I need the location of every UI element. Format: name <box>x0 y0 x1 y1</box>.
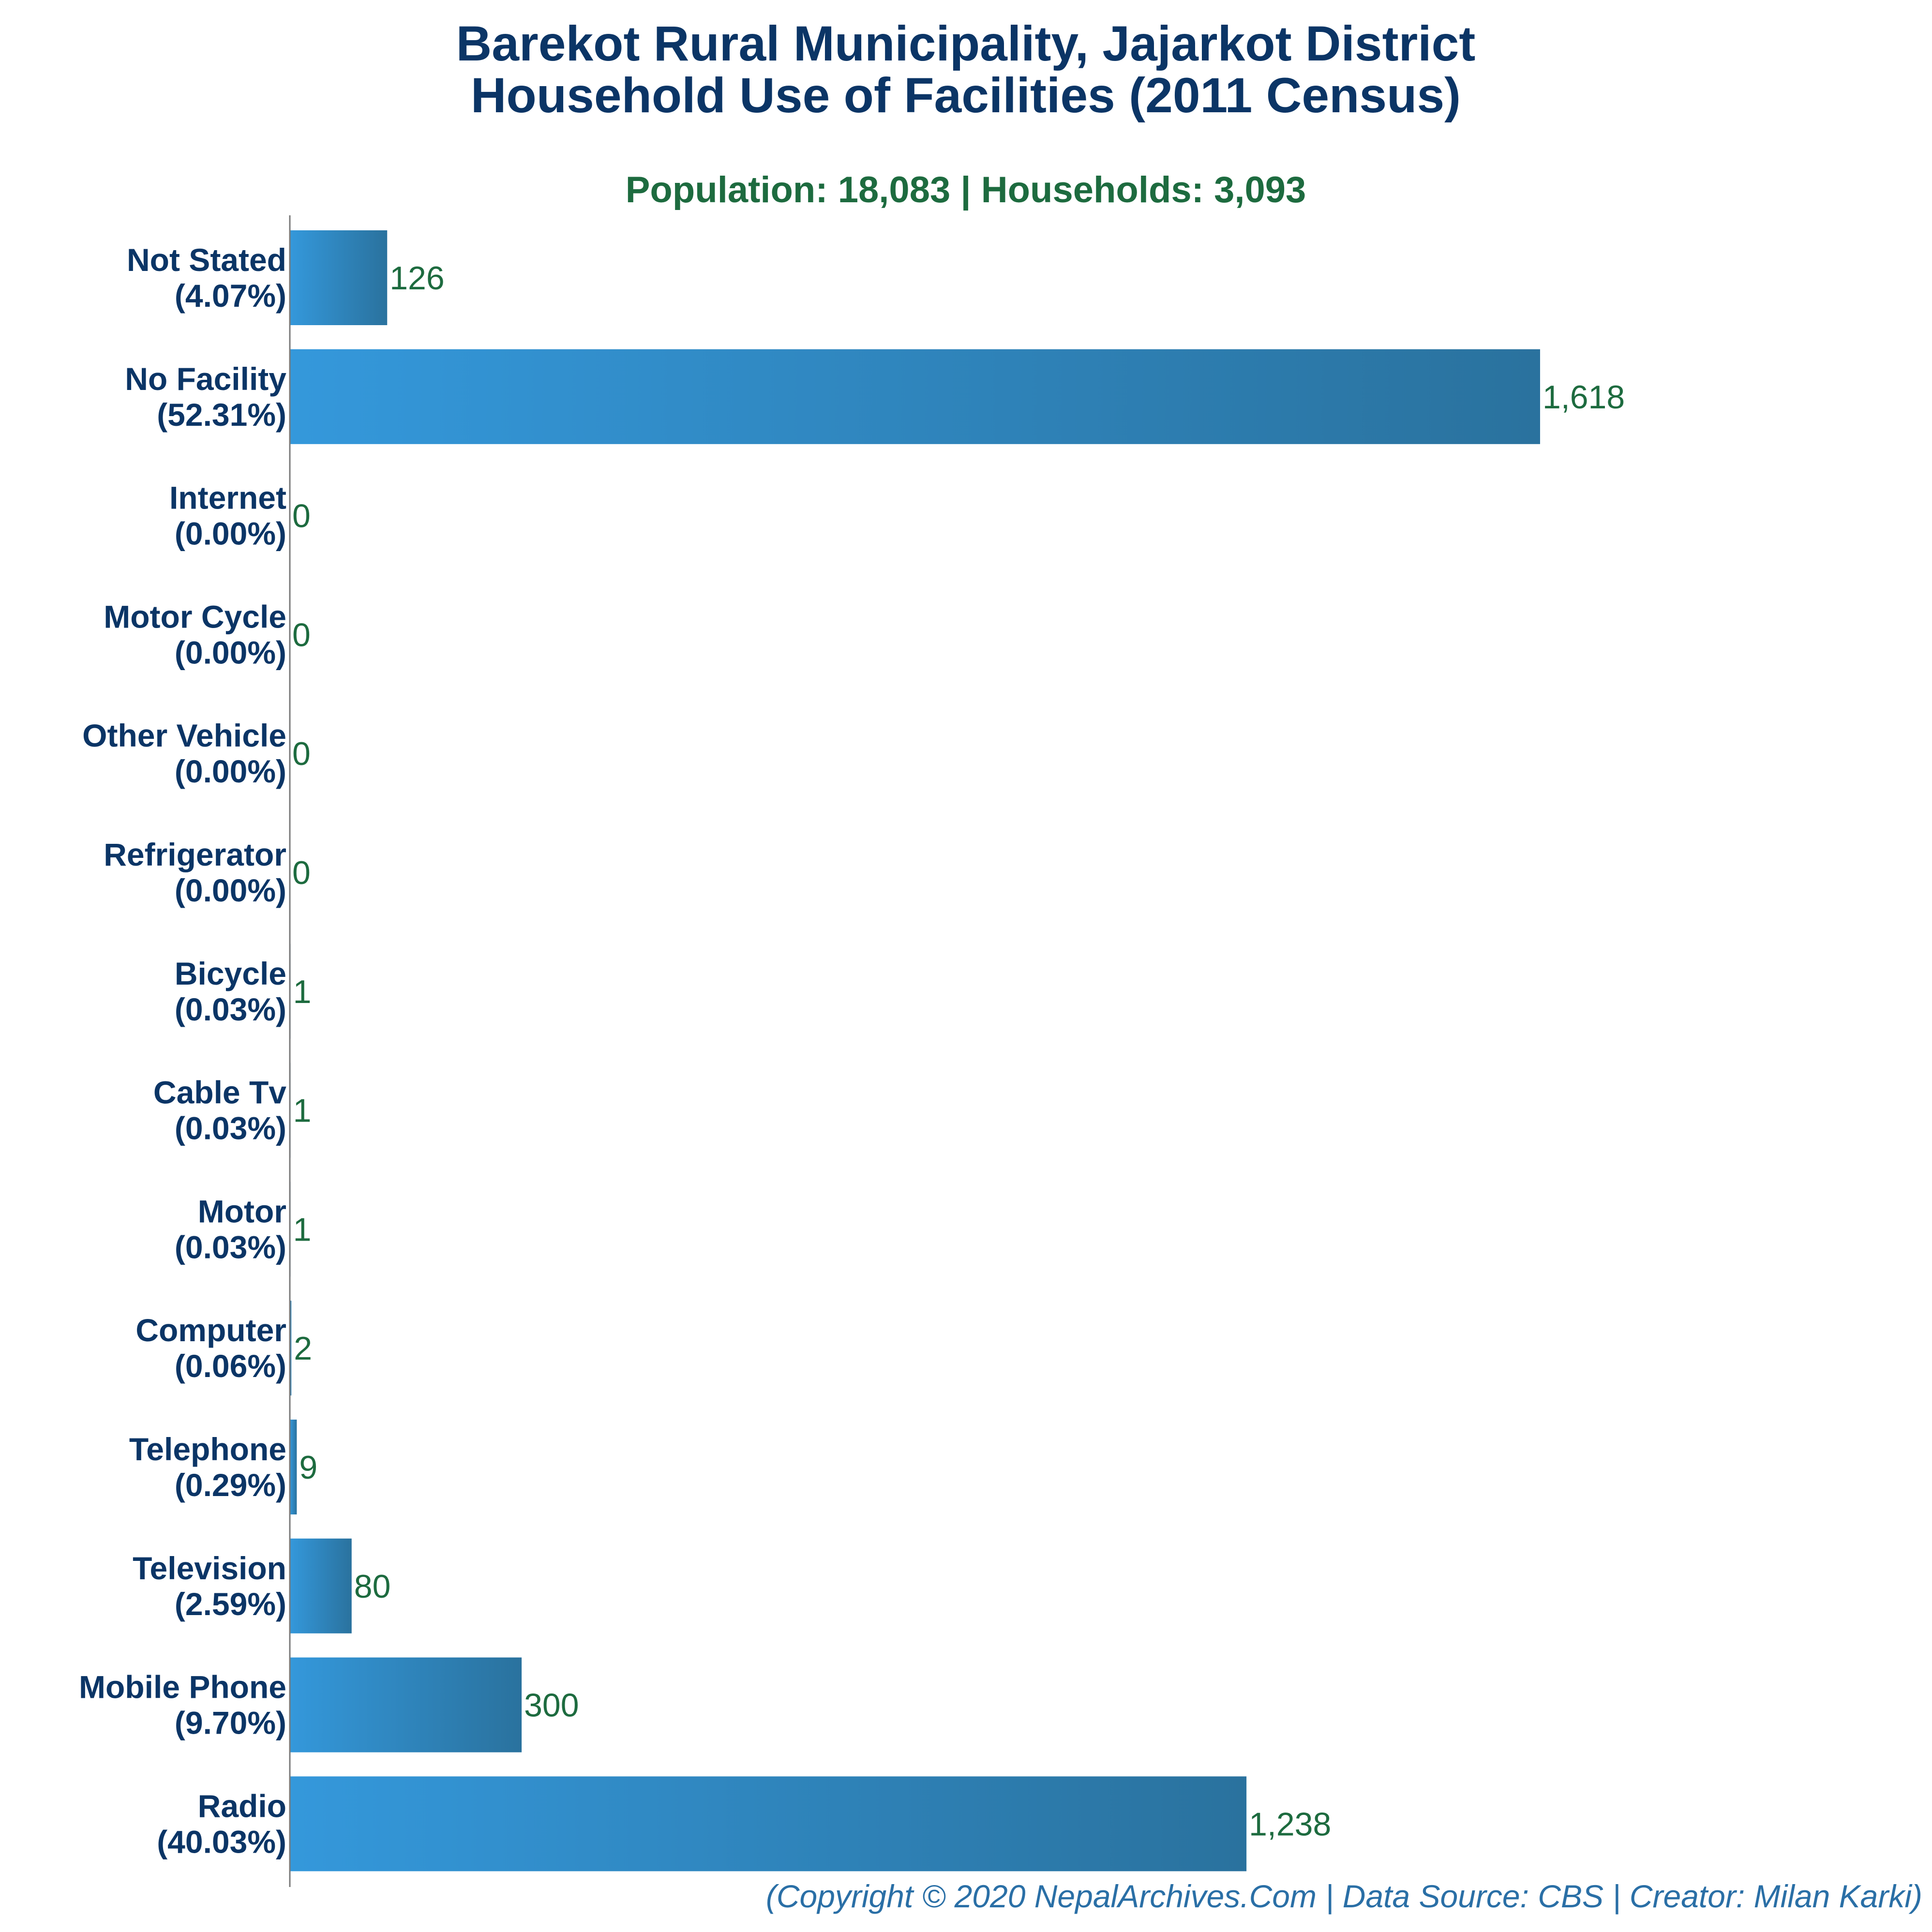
category-percentage-label: (52.31%) <box>157 397 286 433</box>
value-label: 0 <box>292 498 311 535</box>
chart-title: Barekot Rural Municipality, Jajarkot Dis… <box>456 16 1476 71</box>
value-label: 0 <box>292 854 311 891</box>
value-label: 0 <box>292 616 311 653</box>
bar-no-facility <box>290 349 1540 444</box>
value-label: 126 <box>389 260 444 297</box>
category-label: No Facility <box>125 361 286 397</box>
value-label: 9 <box>299 1449 317 1486</box>
category-label: Television <box>133 1550 286 1586</box>
category-label: Computer <box>135 1312 286 1348</box>
category-label: Motor Cycle <box>104 599 286 634</box>
bar-television <box>290 1538 352 1633</box>
category-labels: Not Stated(4.07%) No Facility(52.31%) Inte… <box>79 242 286 1859</box>
value-label: 2 <box>294 1330 312 1367</box>
category-percentage-label: (40.03%) <box>157 1824 286 1859</box>
bar-computer <box>290 1301 292 1396</box>
chart-subtitle: Population: 18,083 | Households: 3,093 <box>626 169 1306 211</box>
category-label: Refrigerator <box>104 837 286 872</box>
category-label: Radio <box>198 1788 286 1824</box>
category-percentage-label: (4.07%) <box>175 278 286 314</box>
value-label: 300 <box>524 1687 579 1724</box>
category-percentage-label: (0.29%) <box>175 1467 286 1503</box>
category-label: Mobile Phone <box>79 1669 286 1705</box>
value-label: 80 <box>354 1568 391 1605</box>
value-label: 0 <box>292 735 311 772</box>
value-label: 1 <box>293 1211 312 1248</box>
category-percentage-label: (0.00%) <box>175 516 286 552</box>
category-percentage-label: (0.00%) <box>175 753 286 789</box>
chart-title-line2: Household Use of Facilities (2011 Census… <box>471 68 1461 123</box>
category-label: Other Vehicle <box>82 718 286 753</box>
bar-telephone <box>290 1420 297 1514</box>
value-labels: 126 1,618 0 0 0 0 1 1 1 2 9 80 300 1,238 <box>292 260 1625 1842</box>
bar-not-stated <box>290 230 388 325</box>
category-label: Not Stated <box>127 242 286 278</box>
bar-radio <box>290 1776 1247 1872</box>
bar-mobile-phone <box>290 1657 522 1752</box>
category-percentage-label: (9.70%) <box>175 1705 286 1741</box>
category-percentage-label: (0.03%) <box>175 1229 286 1265</box>
category-percentage-label: (0.03%) <box>175 991 286 1027</box>
category-percentage-label: (0.03%) <box>175 1110 286 1146</box>
value-label: 1 <box>293 1093 312 1129</box>
chart-footer: (Copyright © 2020 NepalArchives.Com | Da… <box>766 1878 1922 1915</box>
category-percentage-label: (2.59%) <box>175 1586 286 1622</box>
category-percentage-label: (0.00%) <box>175 634 286 670</box>
bars-layer <box>290 230 1540 1872</box>
category-label: Cable Tv <box>153 1075 286 1110</box>
value-label: 1,618 <box>1543 379 1625 416</box>
category-percentage-label: (0.00%) <box>175 872 286 908</box>
category-label: Motor <box>198 1193 286 1229</box>
category-label: Internet <box>169 480 286 516</box>
value-label: 1 <box>293 973 312 1010</box>
category-label: Bicycle <box>175 956 286 991</box>
category-label: Telephone <box>129 1431 286 1467</box>
value-label: 1,238 <box>1249 1806 1331 1842</box>
category-percentage-label: (0.06%) <box>175 1348 286 1384</box>
